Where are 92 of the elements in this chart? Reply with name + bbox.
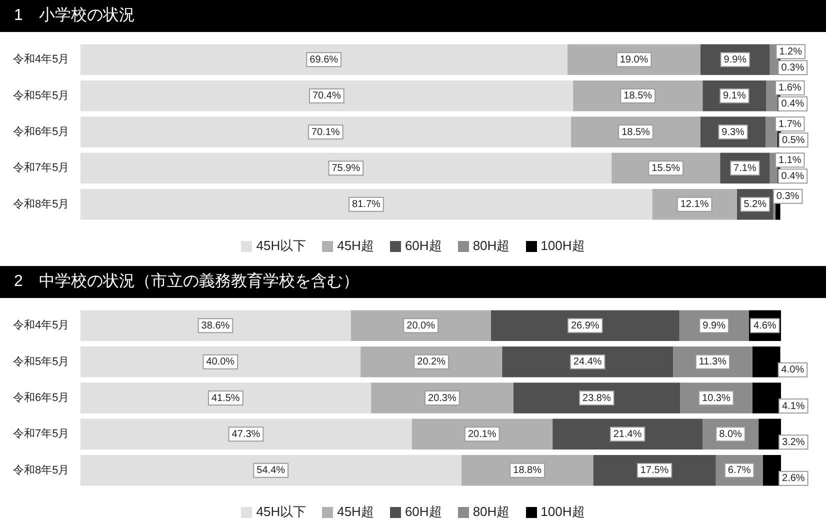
bar (80, 418, 412, 450)
data-label: 4.0% (781, 364, 804, 376)
legend-label: 80H超 (472, 503, 510, 521)
bar (758, 418, 781, 450)
y-tick-label: 令和7年5月 (12, 427, 70, 440)
y-tick-label: 令和6年5月 (12, 125, 70, 138)
data-label: 70.4% (312, 90, 341, 102)
data-label: 4.6% (753, 320, 776, 332)
data-label: 17.5% (640, 465, 669, 476)
bar (513, 382, 680, 414)
legend-label: 45H以下 (256, 237, 306, 255)
data-label: 7.1% (734, 162, 756, 174)
data-label: 24.4% (573, 356, 602, 368)
bar (567, 44, 700, 76)
data-label: 54.4% (256, 465, 286, 476)
legend-label: 100H超 (540, 503, 585, 521)
data-label: 26.9% (570, 320, 600, 332)
data-label: 0.5% (782, 134, 805, 146)
data-label: 9.9% (702, 320, 726, 332)
data-label: 47.3% (232, 428, 260, 440)
y-tick-label: 令和8年5月 (12, 197, 70, 210)
bar (766, 116, 778, 148)
bar (570, 116, 700, 148)
legend-label: 60H超 (404, 237, 442, 255)
data-label: 1.2% (779, 46, 802, 58)
legend-label: 45H超 (337, 237, 374, 255)
data-label: 11.3% (698, 356, 727, 368)
data-label: 41.5% (211, 392, 240, 404)
data-label: 9.9% (724, 54, 747, 66)
data-label: 19.0% (620, 54, 648, 66)
data-label: 38.6% (201, 320, 230, 332)
data-label: 0.4% (781, 98, 804, 110)
bar (80, 44, 568, 76)
data-label: 40.0% (206, 356, 235, 368)
data-label: 18.5% (622, 126, 650, 138)
data-label: 20.2% (417, 356, 446, 368)
data-label: 21.4% (613, 428, 642, 440)
legend-label: 45H超 (337, 503, 374, 521)
data-label: 70.1% (311, 126, 340, 138)
y-tick-label: 令和5年5月 (12, 354, 70, 368)
bar (461, 454, 594, 486)
data-label: 5.2% (744, 199, 767, 210)
data-label: 6.7% (728, 465, 751, 476)
bar (80, 152, 612, 184)
bar (80, 310, 351, 342)
data-label: 9.1% (723, 90, 746, 102)
y-tick-label: 令和7年5月 (12, 161, 70, 174)
data-label: 69.6% (310, 54, 338, 66)
data-label: 4.1% (782, 400, 805, 412)
y-tick-label: 令和4年5月 (12, 318, 70, 332)
y-tick-label: 令和8年5月 (12, 463, 70, 476)
data-label: 3.2% (782, 436, 805, 448)
bar (80, 116, 571, 148)
data-label: 9.3% (722, 126, 745, 138)
bar (752, 382, 781, 414)
bar (80, 382, 372, 414)
data-label: 20.0% (406, 320, 436, 332)
data-label: 1.6% (778, 82, 802, 94)
bar (762, 454, 781, 486)
data-label: 18.5% (624, 90, 652, 102)
data-label: 81.7% (352, 199, 380, 210)
chart-title: 1 小学校の状況 (0, 0, 826, 32)
data-label: 15.5% (652, 162, 680, 174)
bar (80, 454, 462, 486)
data-label: 23.8% (582, 392, 611, 404)
data-label: 75.9% (332, 162, 360, 174)
data-label: 20.1% (468, 428, 496, 440)
y-tick-label: 令和6年5月 (12, 391, 70, 404)
chart-title: 2 中学校の状況（市立の義務教育学校を含む） (0, 266, 826, 298)
data-label: 1.7% (778, 118, 802, 130)
bar (502, 346, 674, 378)
legend-label: 100H超 (540, 237, 585, 255)
bar (80, 188, 652, 220)
data-label: 0.3% (776, 191, 800, 202)
legend-label: 60H超 (404, 503, 442, 521)
bar (80, 80, 574, 112)
data-label: 8.0% (719, 428, 742, 440)
bar (752, 346, 780, 378)
data-label: 20.3% (428, 392, 456, 404)
bar (80, 346, 361, 378)
bar (490, 310, 680, 342)
data-label: 0.3% (781, 62, 804, 74)
y-tick-label: 令和4年5月 (12, 52, 70, 66)
data-label: 18.8% (513, 465, 542, 476)
data-label: 1.1% (778, 154, 802, 166)
data-label: 12.1% (680, 199, 709, 210)
y-tick-label: 令和5年5月 (12, 88, 70, 102)
data-label: 2.6% (782, 473, 805, 484)
data-label: 0.4% (781, 170, 804, 182)
data-label: 10.3% (702, 392, 730, 404)
legend-label: 80H超 (472, 237, 510, 255)
legend-label: 45H以下 (256, 503, 306, 521)
